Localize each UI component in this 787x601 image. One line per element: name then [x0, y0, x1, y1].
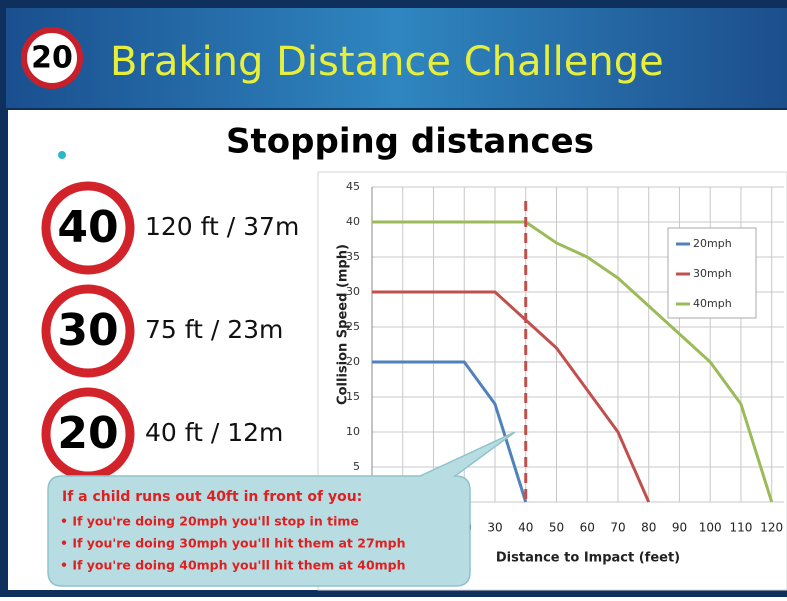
x-axis-title: Distance to Impact (feet)	[496, 551, 680, 566]
y-tick-label: 30	[346, 285, 360, 298]
callout-bullet: • If you're doing 40mph you'll hit them …	[60, 558, 406, 573]
legend-label: 30mph	[693, 267, 732, 280]
x-tick-label: 90	[672, 521, 687, 535]
signs: 40 120 ft / 37m 30 75 ft / 23m 20 40 ft / 12m	[41, 181, 299, 481]
callout-box	[47, 431, 516, 587]
series-line	[372, 220, 774, 503]
y-tick-label: 35	[346, 250, 360, 263]
y-tick-label: 45	[346, 180, 360, 193]
x-tick-label: 70	[610, 521, 625, 535]
legend-label: 40mph	[693, 297, 732, 310]
header-badge-text: 20	[31, 41, 73, 76]
header-title: Braking Distance Challenge	[110, 39, 664, 85]
x-tick-label: 40	[518, 521, 533, 535]
speed-sign-text: 20	[57, 408, 118, 459]
callout-bullet: • If you're doing 20mph you'll stop in t…	[60, 514, 359, 529]
callout-heading: If a child runs out 40ft in front of you…	[62, 489, 362, 505]
x-tick-label: 100	[699, 521, 722, 535]
x-tick-label: 50	[549, 521, 564, 535]
stopping-distance: 75 ft / 23m	[145, 315, 283, 344]
stopping-distance: 120 ft / 37m	[145, 212, 299, 241]
y-axis-title: Collision Speed (mph)	[336, 244, 351, 405]
speed-sign-text: 40	[57, 202, 118, 253]
x-tick-label: 60	[580, 521, 595, 535]
speed-sign	[41, 284, 135, 378]
speed-sign	[41, 181, 135, 275]
stopping-distance: 40 ft / 12m	[145, 418, 283, 447]
y-tick-label: 25	[346, 320, 360, 333]
chart: 0510152025303540450102030405060708090100…	[336, 180, 784, 566]
callout-bullet: • If you're doing 30mph you'll hit them …	[60, 536, 406, 551]
y-tick-label: 5	[353, 460, 360, 473]
x-tick-label: 30	[487, 521, 502, 535]
y-tick-label: 40	[346, 215, 360, 228]
x-tick-label: 80	[641, 521, 656, 535]
series-line	[372, 360, 528, 503]
header-band	[6, 8, 787, 108]
callout: If a child runs out 40ft in front of you…	[47, 431, 516, 587]
slide-title: Stopping distances	[226, 122, 594, 162]
y-tick-label: 15	[346, 390, 360, 403]
x-tick-label: 110	[730, 521, 753, 535]
series-line	[372, 290, 651, 503]
bullet-dot	[58, 151, 66, 159]
y-tick-label: 10	[346, 425, 360, 438]
speed-sign-text: 30	[57, 305, 118, 356]
y-tick-label: 20	[346, 355, 360, 368]
legend-label: 20mph	[693, 237, 732, 250]
x-tick-label: 120	[760, 521, 783, 535]
header-badge	[21, 27, 83, 89]
